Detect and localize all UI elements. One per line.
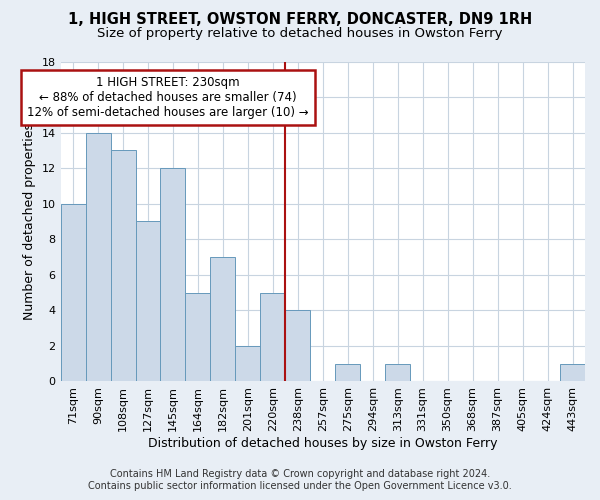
Bar [61, 204, 86, 382]
Bar [185, 292, 211, 382]
Bar [160, 168, 185, 382]
Bar [110, 150, 136, 382]
Bar [286, 310, 310, 382]
Bar [136, 222, 160, 382]
Bar [385, 364, 410, 382]
Y-axis label: Number of detached properties: Number of detached properties [23, 123, 36, 320]
Text: Size of property relative to detached houses in Owston Ferry: Size of property relative to detached ho… [97, 28, 503, 40]
X-axis label: Distribution of detached houses by size in Owston Ferry: Distribution of detached houses by size … [148, 437, 497, 450]
Bar [211, 257, 235, 382]
Bar [560, 364, 585, 382]
Bar [335, 364, 360, 382]
Text: 1 HIGH STREET: 230sqm
← 88% of detached houses are smaller (74)
12% of semi-deta: 1 HIGH STREET: 230sqm ← 88% of detached … [27, 76, 309, 118]
Bar [235, 346, 260, 382]
Bar [86, 132, 110, 382]
Bar [260, 292, 286, 382]
Text: 1, HIGH STREET, OWSTON FERRY, DONCASTER, DN9 1RH: 1, HIGH STREET, OWSTON FERRY, DONCASTER,… [68, 12, 532, 28]
Text: Contains HM Land Registry data © Crown copyright and database right 2024.
Contai: Contains HM Land Registry data © Crown c… [88, 470, 512, 491]
